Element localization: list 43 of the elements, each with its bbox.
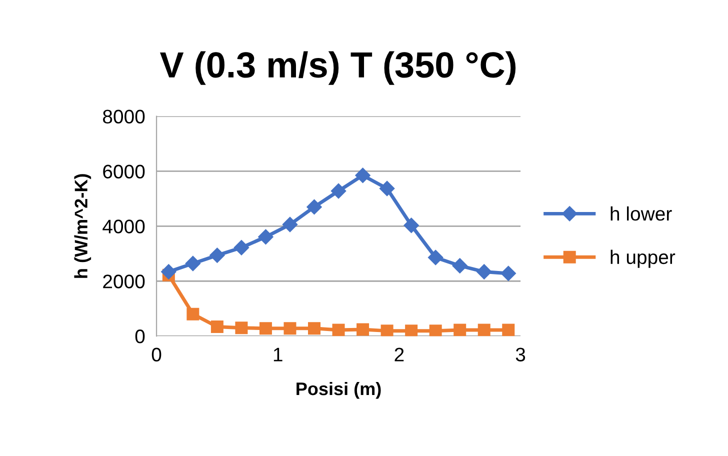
point [210, 320, 224, 333]
point [355, 168, 370, 183]
y-tick-label: 6000 [103, 164, 145, 178]
point [429, 324, 442, 336]
point [476, 264, 492, 280]
point [454, 324, 466, 336]
point [379, 180, 395, 196]
point [428, 250, 444, 266]
x-tick-label: 1 [274, 348, 282, 362]
point [330, 183, 346, 199]
x-tick-label: 2 [394, 348, 404, 362]
point [356, 323, 370, 336]
point [478, 324, 490, 336]
point [235, 322, 248, 334]
point [210, 248, 225, 263]
point [308, 322, 321, 335]
point [161, 264, 176, 280]
point [405, 324, 418, 336]
point [234, 240, 250, 256]
point [380, 324, 394, 336]
y-tick-label: 4000 [102, 220, 145, 234]
point [258, 229, 274, 244]
legend-label: h upper [610, 250, 676, 268]
point [502, 324, 515, 336]
y-tick-label: 2000 [103, 274, 145, 288]
point [332, 324, 345, 336]
x-tick-label: 0 [152, 348, 162, 362]
point [186, 308, 200, 320]
y-tick-label: 0 [135, 330, 145, 344]
point [500, 266, 516, 281]
point [306, 199, 322, 215]
point [282, 216, 298, 232]
x-tick-label: 3 [516, 348, 526, 362]
legend-label: h lower [610, 206, 672, 221]
y-tick-label: 8000 [103, 110, 145, 124]
x-axis-title: Posisi (m) [296, 382, 381, 399]
point [185, 256, 200, 272]
point [284, 322, 296, 335]
point [259, 322, 272, 335]
point [404, 218, 419, 233]
point [452, 258, 468, 274]
chart-title: V (0.3 m/s) T (350 °C) [160, 51, 516, 85]
y-axis-title: h (W/m^2-K) [74, 174, 92, 278]
